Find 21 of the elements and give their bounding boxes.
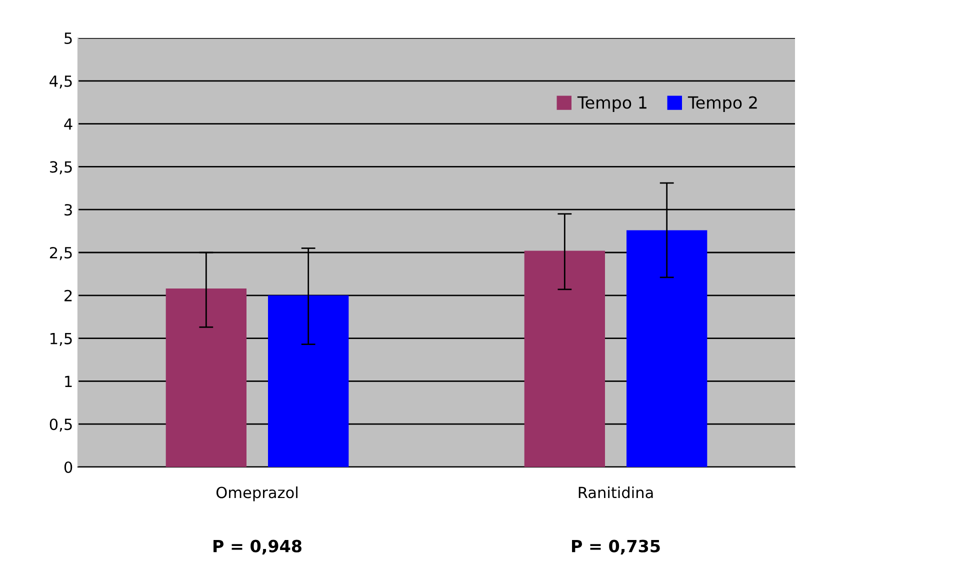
bar <box>268 295 349 467</box>
text: P = 0,735 <box>572 540 660 555</box>
x-tick-label: Omeprazol <box>216 486 298 502</box>
x-tick-label: Ranitidina <box>578 486 653 498</box>
text: P = 0,948 <box>214 540 302 555</box>
y-tick-label: 5 <box>64 32 72 44</box>
y-tick-label: 2 <box>64 290 72 302</box>
y-tick-label: 3 <box>64 204 72 216</box>
y-tick-label: 1,5 <box>50 332 72 346</box>
y-tick-label: 4,5 <box>50 76 72 88</box>
legend-label: Tempo 1 <box>577 96 646 112</box>
y-tick-label: 2,5 <box>50 246 72 260</box>
y-tick-label: 0 <box>64 461 72 474</box>
y-tick-label: 4 <box>64 118 72 130</box>
y-tick-label: 3,5 <box>50 161 72 174</box>
bar <box>626 230 708 467</box>
legend-label: Tempo 2 <box>688 96 757 112</box>
y-tick-label: 0,5 <box>50 418 72 432</box>
bar <box>524 250 605 467</box>
bar <box>166 288 246 467</box>
y-tick-label: 1 <box>65 376 72 388</box>
